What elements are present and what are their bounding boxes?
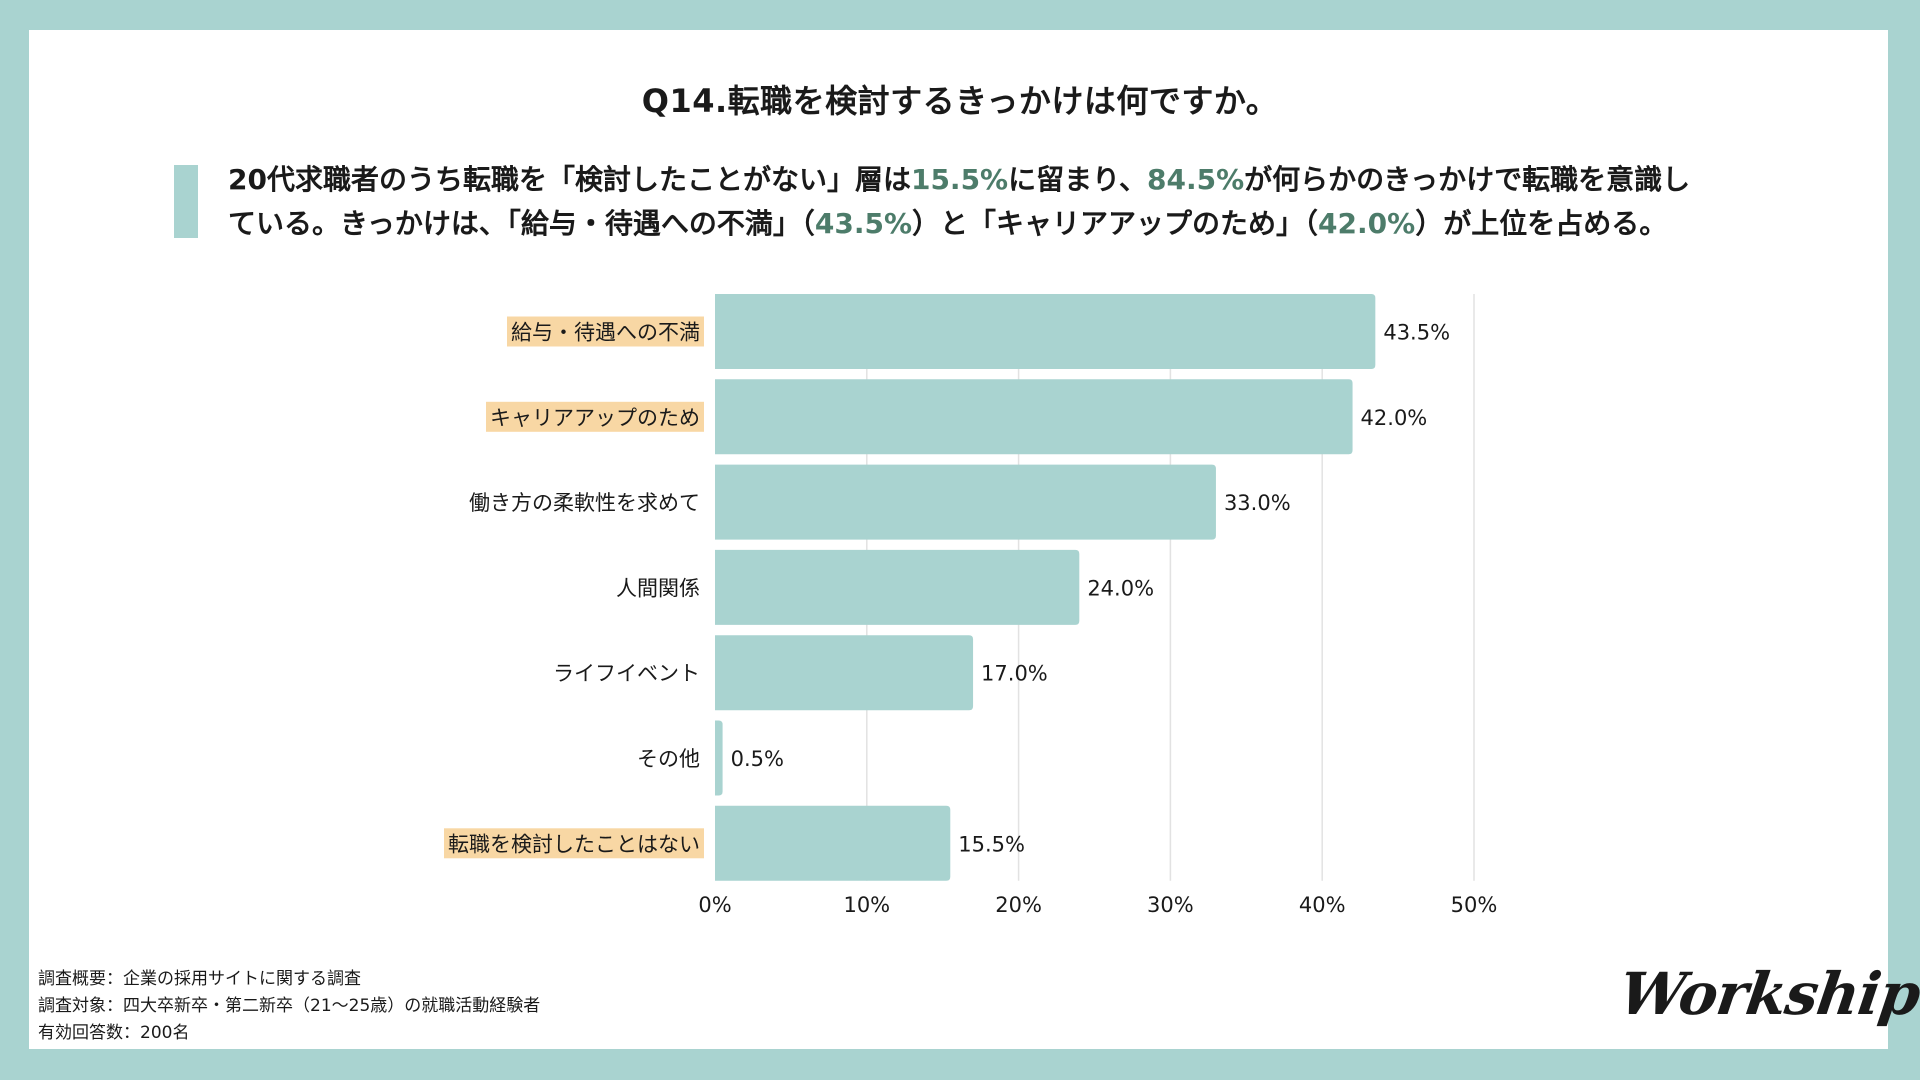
summary-text-segment: が何らかのきっかけで転職を意識し: [1244, 163, 1691, 196]
bar: [715, 720, 723, 796]
x-tick-label: 40%: [1299, 893, 1346, 917]
x-tick-label: 0%: [698, 893, 731, 917]
x-tick-label: 30%: [1147, 893, 1194, 917]
summary-highlight-value: 42.0%: [1318, 207, 1416, 240]
value-label: 33.0%: [1224, 491, 1291, 515]
x-axis-ticks: 0% 10% 20% 30% 40% 50%: [698, 893, 1497, 917]
footnote-response-count: 有効回答数：200名: [38, 1023, 190, 1043]
category-labels: 給与・待遇への不満キャリアアップのため働き方の柔軟性を求めて人間関係ライフイベン…: [444, 316, 704, 859]
bar: [715, 549, 1080, 625]
value-label: 15.5%: [958, 832, 1025, 856]
category-label-highlight: [486, 401, 704, 432]
x-tick-label: 10%: [843, 893, 890, 917]
summary-text-segment: ）が上位を占める。: [1415, 207, 1668, 240]
summary-accent-bar: [174, 165, 198, 238]
category-label: 人間関係: [616, 576, 700, 600]
value-labels: 43.5% 42.0% 33.0% 24.0% 17.0% 0.5% 15.5%: [731, 321, 1450, 857]
category-label: キャリアアップのため: [490, 406, 700, 430]
summary-text-segment: に留まり、: [1008, 163, 1147, 196]
summary-text: 20代求職者のうち転職を「検討したことがない」層は15.5%に留まり、84.5%…: [228, 158, 1868, 246]
bar: [715, 805, 951, 881]
x-tick-label: 50%: [1451, 893, 1498, 917]
category-label: 転職を検討したことはない: [448, 832, 700, 856]
summary-line-1: 20代求職者のうち転職を「検討したことがない」層は15.5%に留まり、84.5%…: [228, 158, 1868, 202]
category-label: 給与・待遇への不満: [511, 321, 700, 345]
bar: [715, 294, 1376, 369]
summary-highlight-value: 43.5%: [814, 207, 913, 240]
footnote-survey-overview: 調査概要：企業の採用サイトに関する調査: [38, 969, 361, 989]
value-label: 0.5%: [731, 747, 784, 771]
summary-highlight-value: 15.5%: [910, 163, 1009, 196]
summary-text-segment: ている。きっかけは、「給与・待遇への不満」（: [228, 207, 815, 240]
bar: [715, 379, 1353, 455]
x-tick-label: 20%: [995, 893, 1042, 917]
summary-text-segment: 20代求職者のうち転職を「検討したことがない」層は: [228, 163, 911, 196]
workship-logo: Workship: [1615, 960, 1920, 1028]
value-label: 42.0%: [1361, 406, 1428, 430]
category-label-highlight: [507, 316, 704, 347]
bar: [715, 635, 974, 711]
value-label: 43.5%: [1383, 321, 1450, 345]
summary-text-segment: ）と「キャリアアップのため」（: [912, 207, 1319, 240]
survey-footnote: 調査概要：企業の採用サイトに関する調査 調査対象：四大卒新卒・第二新卒（21〜2…: [38, 966, 540, 1047]
bars: [715, 294, 1376, 881]
category-label: 働き方の柔軟性を求めて: [469, 491, 700, 515]
summary-highlight-value: 84.5%: [1147, 163, 1245, 196]
category-label: その他: [637, 747, 700, 771]
category-label-highlight: [444, 828, 704, 859]
category-label: ライフイベント: [553, 662, 700, 686]
bar: [715, 464, 1216, 540]
value-label: 17.0%: [981, 662, 1048, 686]
summary-line-2: ている。きっかけは、「給与・待遇への不満」（43.5%）と「キャリアアップのため…: [228, 202, 1868, 246]
footnote-survey-target: 調査対象：四大卒新卒・第二新卒（21〜25歳）の就職活動経験者: [38, 996, 541, 1016]
value-label: 24.0%: [1087, 576, 1154, 600]
page-title: Q14.転職を検討するきっかけは何ですか。: [641, 82, 1279, 120]
